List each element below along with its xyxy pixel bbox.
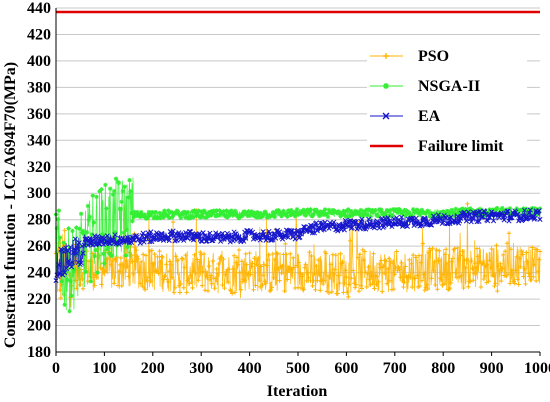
legend-item: EA	[370, 108, 441, 125]
x-tick-label: 400	[238, 360, 262, 377]
x-tick-label: 800	[431, 360, 455, 377]
x-tick-label: 300	[189, 360, 213, 377]
y-tick-label: 340	[27, 132, 51, 149]
y-tick-label: 380	[27, 79, 51, 96]
x-tick-label: 900	[480, 360, 504, 377]
series-layer	[53, 10, 543, 314]
y-tick-label: 220	[27, 291, 51, 308]
series-nsga-ii	[53, 176, 543, 314]
legend-label: Failure limit	[418, 138, 504, 155]
y-tick-label: 240	[27, 265, 51, 282]
x-tick-label: 200	[141, 360, 165, 377]
y-tick-label: 440	[27, 0, 51, 17]
legend-swatch-marker	[383, 83, 389, 89]
y-tick-label: 300	[27, 185, 51, 202]
axes	[55, 8, 541, 356]
y-tick-label: 180	[27, 344, 51, 361]
legend-item: NSGA-II	[370, 78, 480, 95]
legend-label: NSGA-II	[418, 78, 480, 95]
legend-item: Failure limit	[370, 138, 504, 155]
legend-label: PSO	[418, 48, 449, 65]
y-tick-label: 200	[27, 318, 51, 335]
x-tick-label: 1000	[524, 360, 550, 377]
legend-swatch-marker	[383, 53, 389, 59]
legend-item: PSO	[370, 48, 449, 65]
grid	[56, 7, 540, 353]
y-tick-label: 400	[27, 53, 51, 70]
legend-label: EA	[418, 108, 441, 125]
y-tick-label: 420	[27, 26, 51, 43]
x-tick-label: 0	[52, 360, 60, 377]
x-tick-label: 700	[383, 360, 407, 377]
tick-labels: 180 200 220 240 260 280 300 320 340 360 380 400 420 4…	[27, 0, 550, 377]
y-tick-label: 260	[27, 238, 51, 255]
y-tick-label: 280	[27, 212, 51, 229]
y-tick-label: 320	[27, 159, 51, 176]
series-markers	[53, 176, 543, 314]
x-axis-title: Iteration	[267, 383, 328, 400]
y-axis-title: Constraint function - LC2 A694F70(MPa)	[2, 62, 19, 348]
x-tick-label: 100	[92, 360, 116, 377]
x-tick-label: 500	[286, 360, 310, 377]
legend-box	[367, 37, 527, 162]
y-tick-label: 360	[27, 106, 51, 123]
legend-swatch-marker	[382, 112, 390, 120]
x-tick-label: 600	[334, 360, 358, 377]
legend: PSO NSGA-II EA Failure limit	[367, 37, 527, 162]
